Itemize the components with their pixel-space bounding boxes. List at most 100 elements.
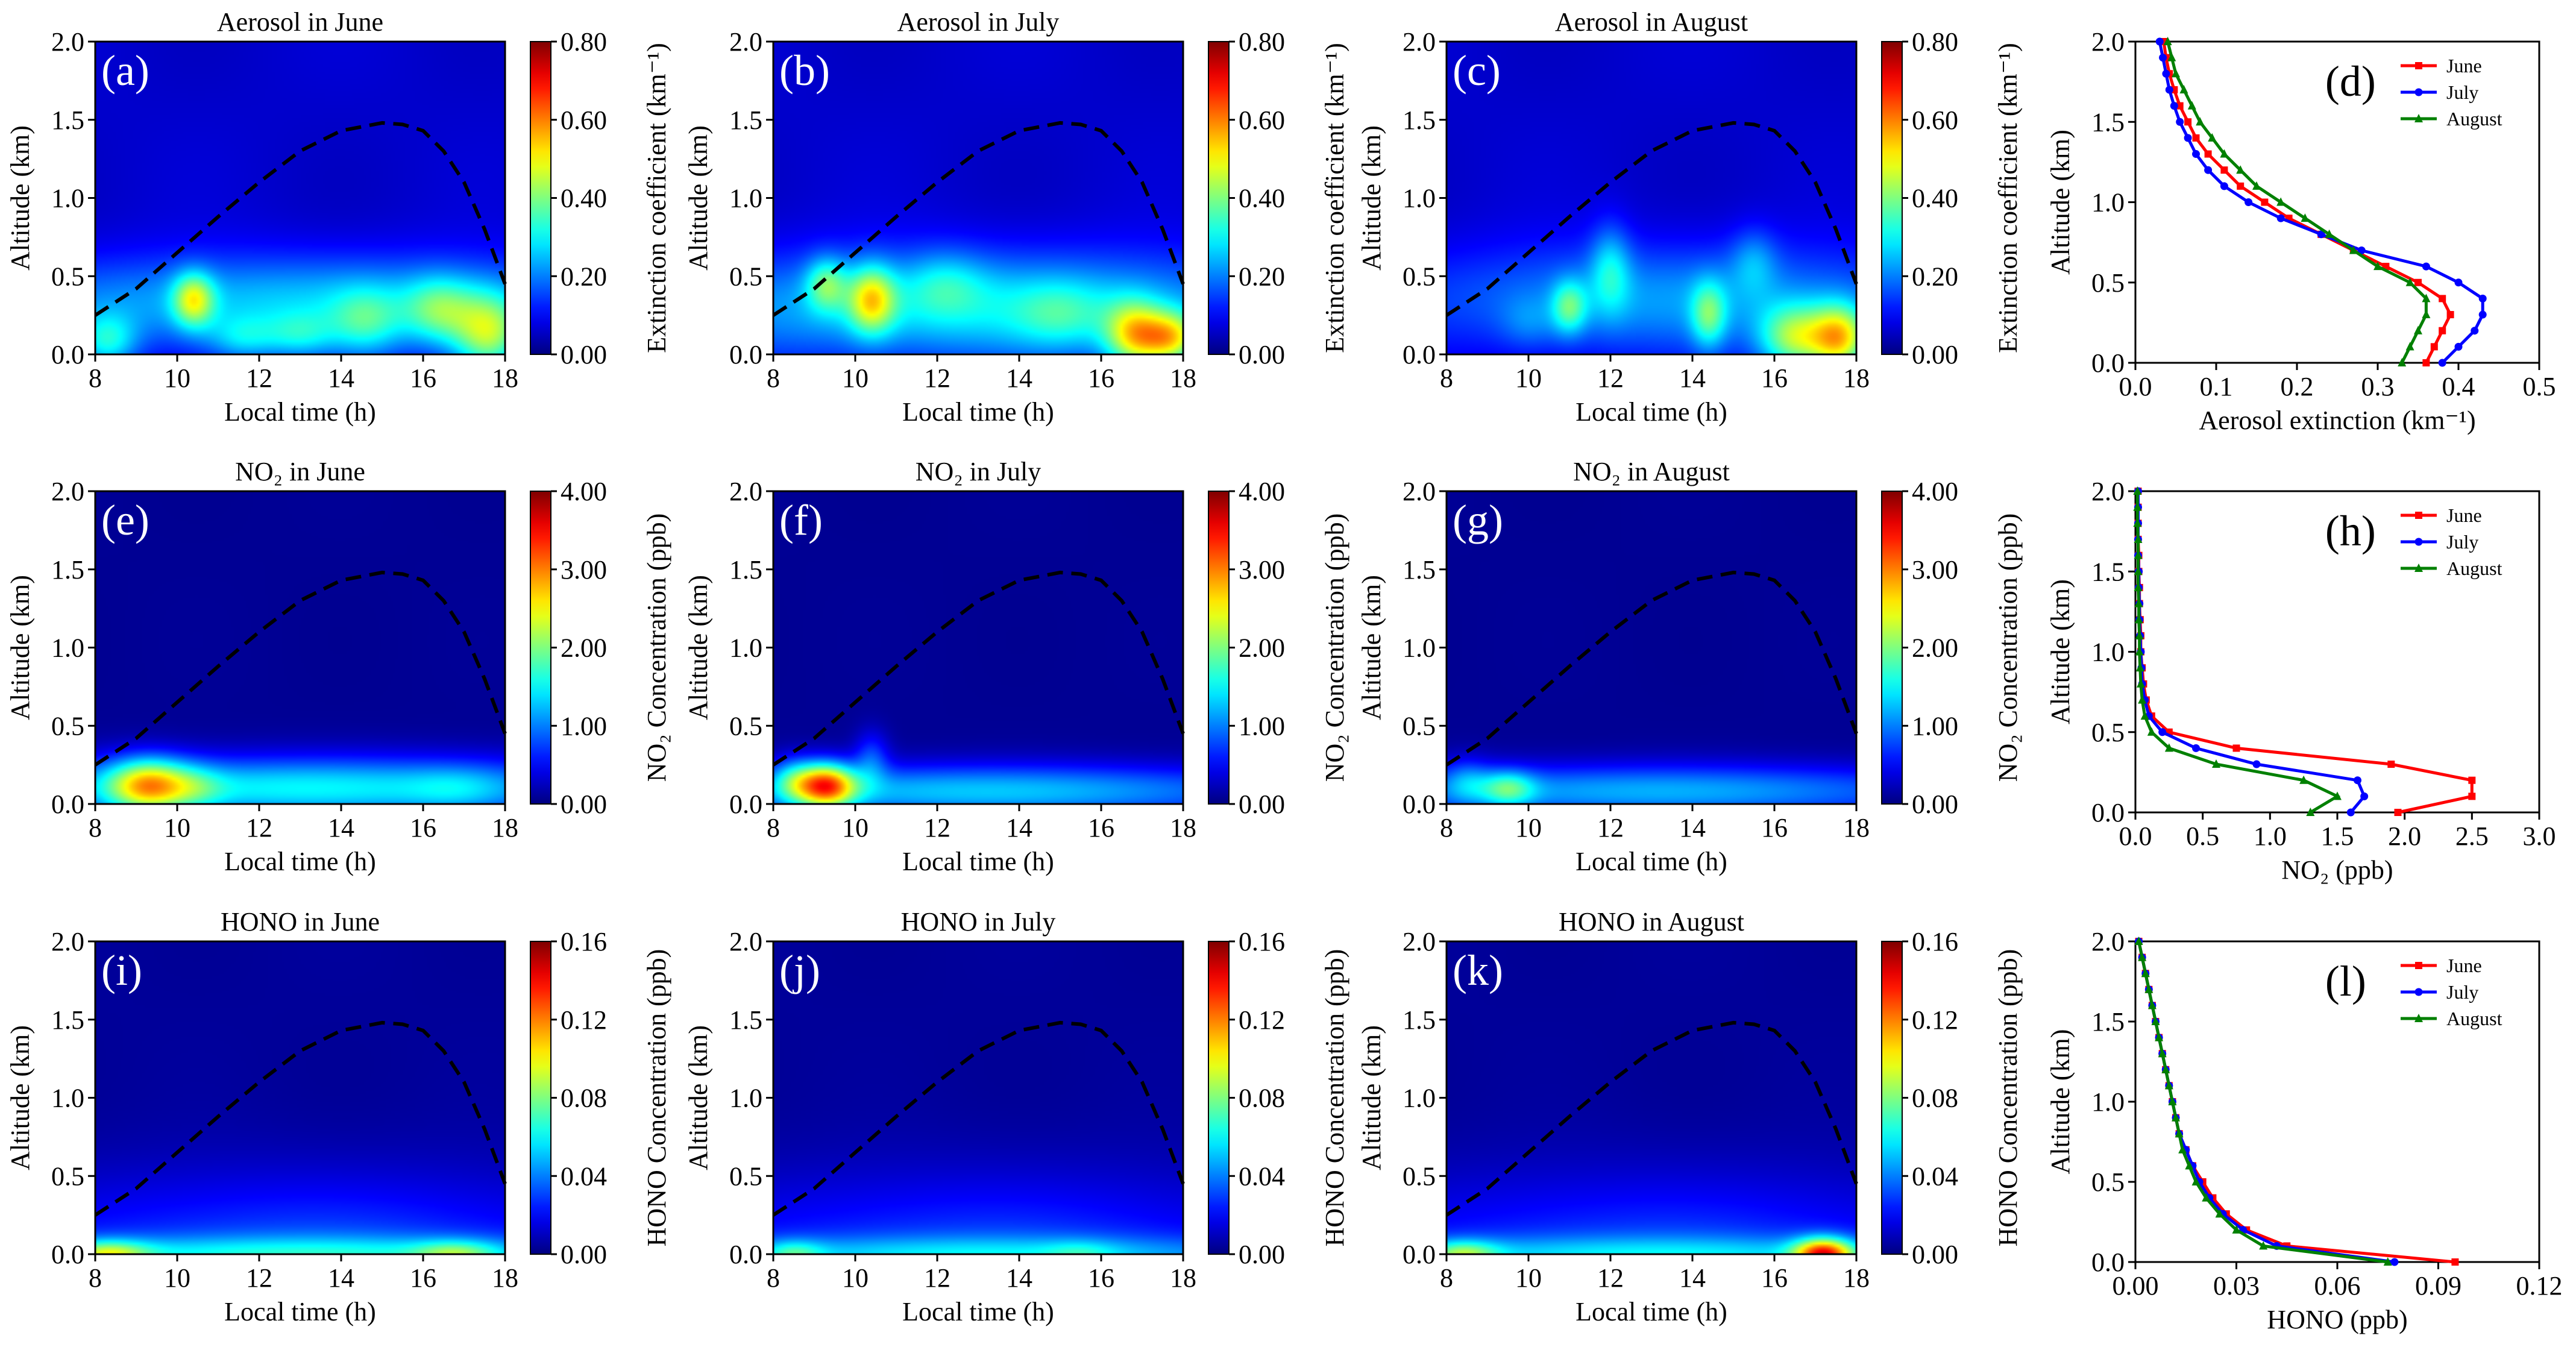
y-tick-label: 2.0	[1403, 927, 1436, 956]
profile-panel-l: 0.00 0.03 0.06 0.09 0.12 0.0 0.5 1.0 1.5 2.0 HONO …	[2046, 927, 2563, 1334]
y-tick-label: 1.0	[1403, 1084, 1436, 1113]
colorbar-label: NO₂ Concentration (ppb)	[1993, 513, 2023, 782]
data-point	[2405, 277, 2414, 286]
colorbar-tick-label: 1.00	[1912, 711, 1958, 741]
y-tick-label: 1.5	[729, 555, 762, 585]
data-point	[2192, 150, 2200, 159]
y-tick-label: 0.5	[729, 711, 762, 741]
panel-label: (j)	[779, 946, 820, 994]
x-tick-label: 0.4	[2442, 372, 2475, 401]
heatmap-panel-j: 8 10 12 14 16 18 0.0 0.5 1.0 1.5 2.0 Local time (h)…	[683, 907, 1349, 1326]
y-tick-label: 1.0	[2091, 1087, 2125, 1117]
x-tick-label: 14	[328, 813, 354, 843]
legend-label: July	[2446, 531, 2478, 553]
series-line	[2137, 941, 2455, 1264]
y-tick-label: 2.0	[51, 27, 84, 57]
y-tick-label: 0.5	[2091, 718, 2125, 747]
x-tick-label: 12	[924, 363, 950, 393]
y-axis-label: Altitude (km)	[683, 575, 713, 720]
panel-title: Aerosol in July	[897, 7, 1060, 37]
data-point	[2346, 808, 2355, 817]
y-tick-label: 0.5	[51, 1161, 84, 1191]
data-point	[2159, 54, 2167, 62]
x-tick-label: 18	[1843, 813, 1870, 843]
series-august	[2134, 937, 2392, 1266]
data-point	[2415, 512, 2422, 519]
legend-label: August	[2446, 1008, 2502, 1029]
x-tick-label: 16	[410, 1263, 436, 1293]
colorbar-tick-label: 0.16	[561, 927, 607, 956]
data-point	[2468, 793, 2476, 800]
colorbar-tick-label: 0.60	[1912, 105, 1958, 135]
data-point	[2136, 679, 2145, 688]
data-point	[2134, 937, 2143, 945]
data-point	[2325, 229, 2334, 238]
colorbar-tick-label: 0.16	[1912, 927, 1958, 956]
colorbar-tick-label: 0.40	[1239, 184, 1285, 213]
data-point	[2259, 1241, 2268, 1250]
x-axis-label: Local time (h)	[1575, 847, 1727, 876]
heatmap-panel-a: 8 10 12 14 16 18 0.0 0.5 1.0 1.5 2.0 Local time (h)…	[5, 7, 671, 427]
colorbar-label: HONO Concentration (ppb)	[1993, 949, 2023, 1247]
data-point	[2468, 776, 2476, 784]
y-tick-label: 0.5	[729, 262, 762, 291]
colorbar-tick-label: 0.60	[1239, 105, 1285, 135]
data-point	[2414, 564, 2423, 572]
data-point	[2299, 775, 2308, 784]
x-tick-label: 8	[89, 813, 102, 843]
data-point	[2357, 246, 2366, 254]
profile-panel-h: 0.0 0.5 1.0 1.5 2.0 2.5 3.0 0.0 0.5 1.0 1.5 2.0 NO₂ …	[2046, 477, 2556, 885]
legend-label: June	[2446, 55, 2482, 77]
data-point	[2147, 1000, 2157, 1009]
data-point	[2208, 133, 2217, 142]
colorbar	[1208, 941, 1230, 1255]
x-tick-label: 14	[328, 363, 354, 393]
x-tick-label: 0.5	[2186, 821, 2219, 851]
data-point	[2138, 695, 2147, 704]
data-point	[2317, 230, 2325, 239]
y-tick-label: 0.0	[2091, 348, 2125, 378]
y-tick-label: 1.5	[729, 1005, 762, 1035]
y-tick-label: 0.0	[51, 340, 84, 369]
x-tick-label: 16	[1088, 813, 1114, 843]
x-tick-label: 8	[89, 363, 102, 393]
x-tick-label: 14	[1006, 1263, 1032, 1293]
data-point	[2134, 550, 2143, 559]
heatmap-panel-c: 8 10 12 14 16 18 0.0 0.5 1.0 1.5 2.0 Local time (h)…	[1357, 7, 2023, 427]
colorbar-tick-label: 0.00	[1912, 790, 1958, 819]
data-point	[2446, 311, 2454, 319]
x-tick-label: 0.12	[2516, 1271, 2563, 1301]
panel-label: (c)	[1453, 46, 1501, 95]
x-tick-label: 10	[164, 1263, 190, 1293]
colorbar-tick-label: 0.00	[561, 790, 607, 819]
data-point	[2140, 711, 2149, 720]
y-tick-label: 2.0	[51, 477, 84, 506]
data-point	[2422, 359, 2430, 366]
colorbar-label: HONO Concentration (ppb)	[642, 949, 671, 1247]
heatmap-field	[1447, 491, 1856, 804]
data-point	[2478, 310, 2487, 319]
panel-label: (a)	[101, 46, 149, 95]
y-tick-label: 1.0	[2091, 638, 2125, 667]
x-tick-label: 10	[1515, 813, 1542, 843]
series-august	[2133, 486, 2342, 816]
data-point	[2276, 197, 2285, 206]
data-point	[2134, 598, 2143, 608]
colorbar-tick-label: 3.00	[561, 555, 607, 585]
y-tick-label: 2.0	[729, 477, 762, 506]
x-tick-label: 12	[246, 1263, 272, 1293]
colorbar-tick-label: 0.04	[1912, 1161, 1958, 1191]
colorbar-tick-label: 0.80	[1239, 27, 1285, 57]
x-tick-label: 0.00	[2113, 1271, 2159, 1301]
y-tick-label: 1.0	[1403, 633, 1436, 663]
x-axis-label: Local time (h)	[902, 1297, 1054, 1326]
data-point	[2179, 84, 2188, 93]
x-tick-label: 0.3	[2361, 372, 2395, 401]
data-point	[2192, 744, 2200, 752]
data-point	[2439, 327, 2446, 334]
data-point	[2438, 359, 2446, 367]
colorbar-tick-label: 0.12	[1912, 1005, 1958, 1035]
colorbar-tick-label: 2.00	[1912, 633, 1958, 663]
colorbar	[530, 941, 551, 1255]
x-tick-label: 16	[1088, 1263, 1114, 1293]
